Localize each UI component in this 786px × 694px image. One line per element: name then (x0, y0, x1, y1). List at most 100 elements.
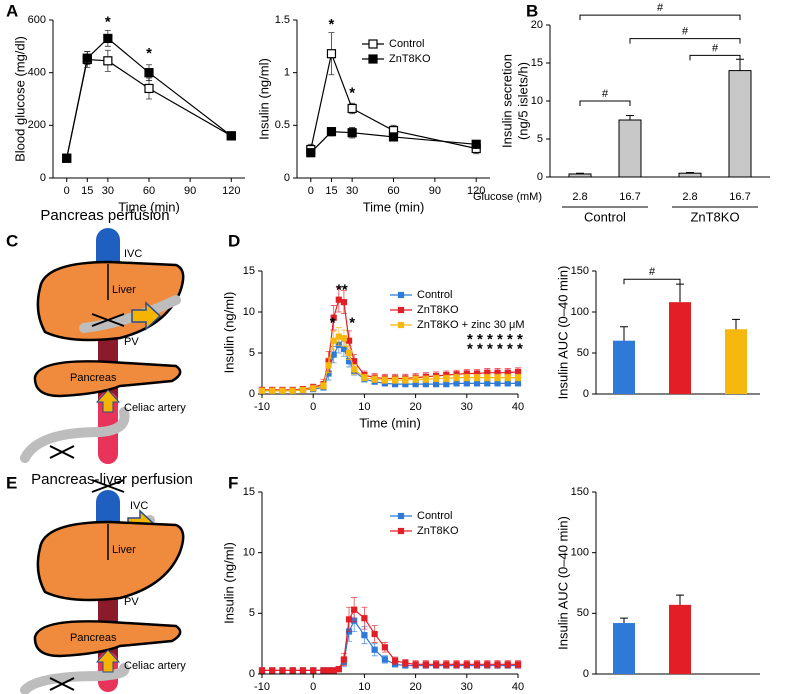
marker (453, 380, 460, 387)
diagram-pancreas-liver-perfusion: Pancreas-liver perfusion IVC Liver PV Pa… (20, 471, 193, 694)
x-tick-label: 0 (310, 401, 316, 413)
marker (402, 376, 409, 384)
bar (568, 173, 592, 178)
legend-label: ZnT8KO (417, 304, 459, 316)
marker (473, 380, 481, 387)
marker (463, 661, 470, 668)
x-tick-label: 15 (81, 185, 93, 197)
y-tick-label: 1 (284, 67, 290, 79)
tube (20, 407, 130, 463)
y-tick-label: 0.5 (275, 119, 290, 131)
significance-bracket (623, 278, 681, 285)
marker (432, 381, 440, 388)
marker (258, 387, 266, 394)
y-tick-label: 0 (249, 388, 255, 400)
annotation: * * * * * * (467, 331, 523, 348)
bar (613, 340, 635, 394)
significance-bracket (579, 100, 631, 106)
y-tick-label: 100 (571, 306, 589, 318)
x-tick-label: 16.7 (619, 191, 640, 203)
x-tick-label: 30 (346, 185, 358, 197)
flow-arrow (95, 649, 121, 673)
x-tick-label: 30 (461, 681, 473, 693)
marker (494, 380, 501, 387)
marker (351, 366, 358, 373)
legend-label: ZnT8KO (417, 525, 459, 537)
significance-bracket (629, 38, 741, 44)
diagram-pancreas-perfusion: Pancreas perfusion IVC Liver PV Pancreas… (20, 207, 186, 464)
marker (471, 139, 481, 149)
marker (361, 632, 368, 639)
marker (279, 387, 286, 394)
x-axis-label: Time (min) (118, 199, 180, 214)
marker (514, 380, 522, 387)
marker (504, 374, 511, 381)
y-tick-label: 400 (28, 67, 46, 79)
marker (412, 376, 419, 383)
x-tick-label: 120 (222, 185, 240, 197)
marker (347, 103, 357, 114)
significance-bracket (579, 14, 741, 21)
ligature (49, 479, 125, 691)
x-tick-label: 90 (184, 185, 196, 197)
marker (494, 661, 501, 668)
y-tick-label: 1.5 (275, 14, 290, 26)
marker (402, 659, 409, 667)
marker (484, 374, 491, 381)
x-axis-label: Time (min) (359, 415, 421, 430)
marker (325, 667, 332, 674)
marker (422, 376, 429, 383)
marker (226, 131, 236, 141)
legend-marker (368, 39, 378, 49)
x-tick-label: 0 (310, 681, 316, 693)
x-tick-label: 10 (358, 681, 370, 693)
error-bar (620, 617, 628, 624)
y-tick-label: 50 (577, 347, 589, 359)
marker (330, 337, 337, 344)
y-tick-label: 600 (28, 14, 46, 26)
marker (310, 385, 317, 392)
diagram-label: Liver (112, 544, 136, 556)
x-tick-label: 15 (325, 185, 337, 197)
marker (371, 630, 378, 638)
error-bar (626, 114, 634, 120)
significance-label: # (657, 2, 664, 14)
diagram-title: Pancreas-liver perfusion (31, 471, 193, 488)
marker (144, 68, 154, 78)
group-label: ZnT8KO (690, 209, 739, 224)
x-tick-label: 60 (387, 185, 399, 197)
bar (669, 302, 691, 394)
significance-label: # (602, 88, 609, 100)
legend-label: Control (417, 510, 452, 522)
y-tick-label: 100 (571, 547, 589, 559)
legend-label: ZnT8KO (389, 53, 431, 65)
marker (269, 667, 276, 674)
marker (473, 661, 481, 668)
diagram-label: IVC (124, 248, 142, 260)
x-tick-label: 2.8 (572, 191, 587, 203)
y-axis-label: Insulin AUC (0–40 min) (555, 516, 570, 650)
x-axis-label: Time (min) (363, 199, 425, 214)
marker (453, 661, 460, 668)
panel-letter: B (526, 1, 538, 20)
annotation: * (349, 314, 355, 331)
marker (432, 375, 440, 382)
y-tick-label: 10 (243, 547, 255, 559)
significance-label: # (712, 42, 719, 54)
annotation: * (330, 314, 336, 331)
y-tick-label: 20 (531, 19, 543, 31)
marker (330, 351, 337, 358)
marker (381, 644, 388, 651)
y-axis-label: Blood glucose (mg/dl) (12, 36, 27, 162)
y-tick-label: 0 (249, 668, 255, 680)
marker (289, 667, 296, 674)
x-tick-label: 40 (512, 681, 524, 693)
marker (269, 387, 276, 394)
y-axis-label: Insulin (ng/ml) (221, 292, 236, 374)
panel-letter: C (6, 231, 18, 250)
y-tick-label: 50 (577, 607, 589, 619)
y-axis-label: (ng/5 islets/h) (515, 62, 530, 140)
marker (361, 374, 368, 381)
marker (310, 667, 317, 674)
